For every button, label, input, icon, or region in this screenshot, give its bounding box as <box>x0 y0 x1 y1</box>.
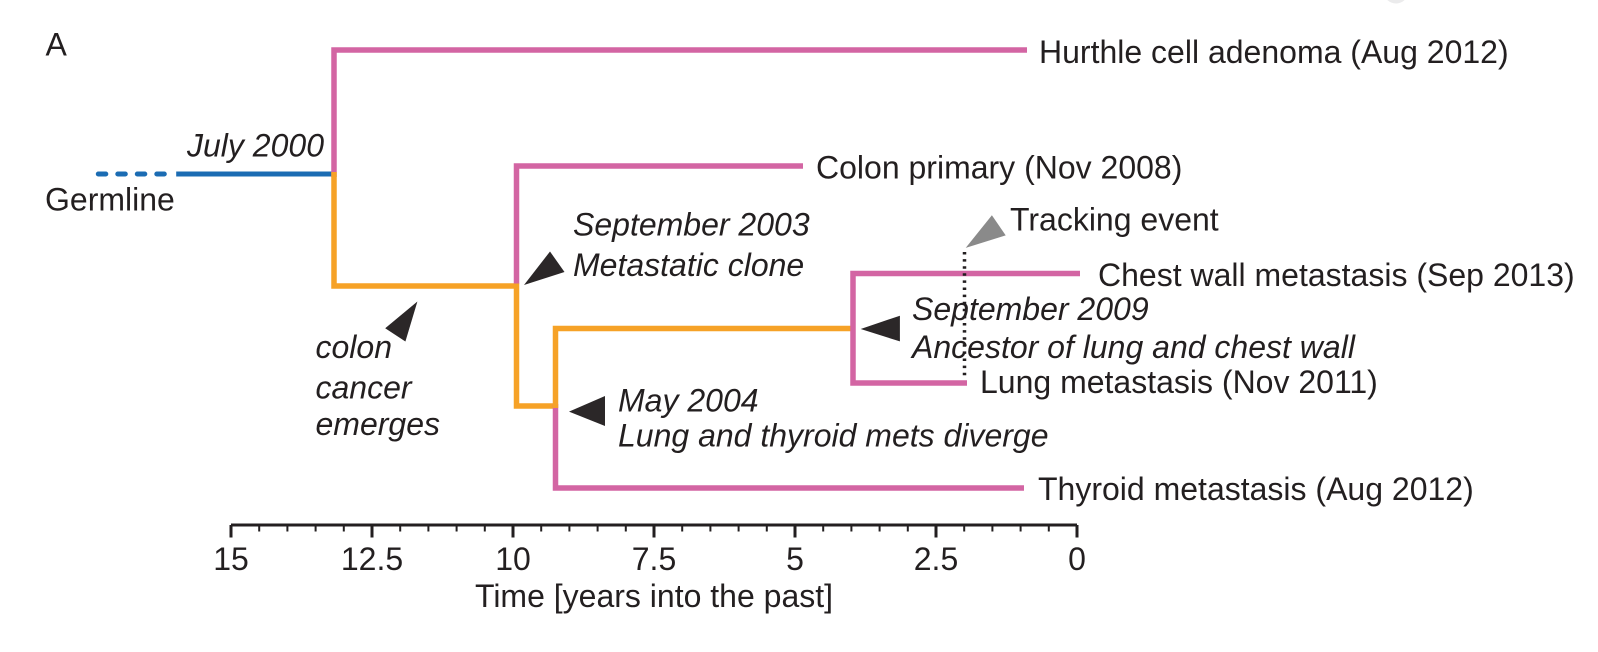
svg-text:Metastatic clone: Metastatic clone <box>573 247 804 283</box>
svg-text:7.5: 7.5 <box>632 541 676 577</box>
svg-text:10: 10 <box>495 541 531 577</box>
svg-text:May 2004: May 2004 <box>618 382 759 418</box>
svg-text:5: 5 <box>786 541 804 577</box>
svg-text:Ancestor of lung and chest wal: Ancestor of lung and chest wall <box>910 329 1356 365</box>
svg-text:Thyroid metastasis (Aug 2012): Thyroid metastasis (Aug 2012) <box>1038 471 1474 507</box>
svg-text:Hurthle cell adenoma (Aug 2012: Hurthle cell adenoma (Aug 2012) <box>1039 34 1509 70</box>
svg-text:September 2009: September 2009 <box>912 291 1149 327</box>
svg-text:A: A <box>46 27 68 63</box>
svg-text:Germline: Germline <box>45 182 175 218</box>
svg-text:Time [years into the past]: Time [years into the past] <box>475 578 833 614</box>
svg-text:Tracking event: Tracking event <box>1010 202 1219 238</box>
svg-text:Colon primary (Nov 2008): Colon primary (Nov 2008) <box>816 150 1182 186</box>
svg-text:Lung metastasis (Nov 2011): Lung metastasis (Nov 2011) <box>980 364 1378 400</box>
svg-text:0: 0 <box>1068 541 1086 577</box>
svg-text:2.5: 2.5 <box>914 541 958 577</box>
svg-text:July 2000: July 2000 <box>186 128 324 164</box>
svg-text:15: 15 <box>213 541 249 577</box>
svg-text:emerges: emerges <box>316 406 441 442</box>
svg-text:12.5: 12.5 <box>341 541 403 577</box>
svg-text:colon: colon <box>316 329 393 365</box>
svg-text:Lung and thyroid mets diverge: Lung and thyroid mets diverge <box>618 418 1048 454</box>
svg-text:September 2003: September 2003 <box>573 207 810 243</box>
svg-text:Chest wall metastasis (Sep 201: Chest wall metastasis (Sep 2013) <box>1098 257 1575 293</box>
svg-text:cancer: cancer <box>316 370 413 406</box>
